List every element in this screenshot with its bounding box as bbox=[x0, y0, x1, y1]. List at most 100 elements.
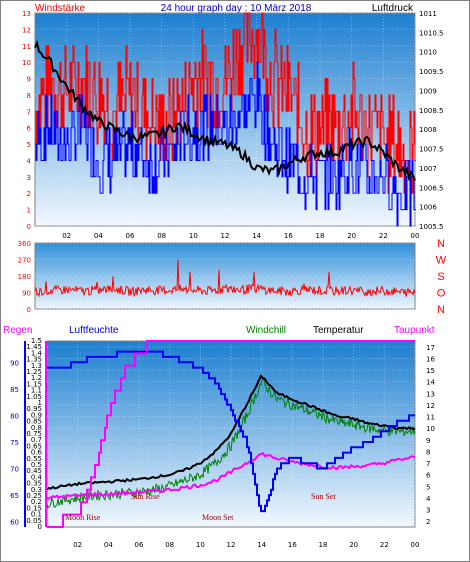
time-tick-label: 04 bbox=[94, 232, 103, 240]
humidity-tick-label: 90 bbox=[10, 359, 19, 367]
time-tick-label: 20 bbox=[349, 541, 358, 549]
humidity-tick-label: 85 bbox=[10, 386, 19, 394]
compass-label: O bbox=[437, 288, 446, 300]
wind-tick-label: 12 bbox=[22, 26, 31, 34]
rain-tick-label: 0.2 bbox=[31, 498, 42, 506]
annotation-sun-rise: Sun Rise bbox=[131, 492, 160, 501]
rain-line bbox=[47, 340, 415, 528]
pressure-tick-label: 1010 bbox=[419, 49, 437, 57]
rain-tick-label: 0.15 bbox=[26, 504, 42, 512]
humidity-line bbox=[47, 350, 415, 513]
temperature-tick-label: 3 bbox=[426, 507, 430, 515]
rain-tick-label: 1.3 bbox=[31, 362, 42, 370]
temperature-tick-label: 13 bbox=[426, 390, 435, 398]
direction-tick-label: 180 bbox=[18, 273, 31, 281]
time-tick-label: 12 bbox=[227, 541, 236, 549]
temperature-tick-label: 2 bbox=[426, 518, 430, 526]
pressure-tick-label: 1007 bbox=[419, 165, 437, 173]
humidity-tick-label: 70 bbox=[10, 466, 19, 474]
annotation-moon-rise: Moon Rise bbox=[65, 513, 101, 522]
time-tick-label: 14 bbox=[252, 232, 261, 240]
windchill-line bbox=[46, 377, 416, 509]
humidity-tick-label: 65 bbox=[10, 492, 19, 500]
humidity-tick-label: 75 bbox=[10, 439, 19, 447]
rain-tick-label: 1.1 bbox=[31, 387, 42, 395]
legend-taupunkt: Taupunkt bbox=[394, 325, 435, 336]
pressure-tick-label: 1006.5 bbox=[419, 184, 444, 192]
rain-tick-label: 0.45 bbox=[26, 467, 42, 475]
pressure-tick-label: 1005.5 bbox=[419, 223, 444, 231]
rain-tick-label: 1.4 bbox=[31, 349, 43, 357]
wind-tick-label: 0 bbox=[27, 223, 31, 231]
wind-direction-line bbox=[34, 259, 416, 298]
legend-luftfeuchte: Luftfeuchte bbox=[69, 325, 119, 336]
wind-average-line bbox=[35, 61, 416, 227]
temperature-tick-label: 5 bbox=[426, 483, 430, 491]
annotation-sun-set: Sun Set bbox=[311, 492, 336, 501]
legend-regen: Regen bbox=[3, 325, 32, 336]
rain-tick-label: 0.75 bbox=[26, 430, 42, 438]
temperature-tick-label: 14 bbox=[426, 379, 435, 387]
wind-tick-label: 8 bbox=[27, 92, 31, 100]
time-tick-label: 16 bbox=[284, 232, 293, 240]
rain-tick-label: 0.85 bbox=[26, 418, 42, 426]
time-tick-label: 06 bbox=[135, 541, 144, 549]
wind-tick-label: 2 bbox=[27, 190, 31, 198]
rain-tick-label: 0.35 bbox=[26, 480, 42, 488]
direction-tick-label: 270 bbox=[18, 257, 31, 265]
time-tick-label: 10 bbox=[189, 232, 198, 240]
time-tick-label: 02 bbox=[73, 541, 82, 549]
temperature-tick-label: 6 bbox=[426, 472, 431, 480]
time-tick-label: 08 bbox=[157, 232, 166, 240]
rain-tick-label: 1.05 bbox=[26, 393, 42, 401]
temperature-tick-label: 12 bbox=[426, 402, 435, 410]
chart-title-center: 24 hour graph day : 10 März 2018 bbox=[161, 3, 312, 14]
rain-axis-labels: 00.050.10.150.20.250.30.350.40.450.50.55… bbox=[26, 337, 42, 531]
rain-tick-label: 0 bbox=[38, 523, 42, 531]
temperature-tick-label: 7 bbox=[426, 460, 430, 468]
compass-label: W bbox=[436, 255, 447, 267]
rain-tick-label: 0.95 bbox=[26, 405, 42, 413]
temperature-tick-label: 17 bbox=[426, 344, 435, 352]
time-tick-label: 22 bbox=[380, 541, 389, 549]
time-tick-label: 22 bbox=[379, 232, 388, 240]
chart-title-right: Luftdruck bbox=[372, 3, 414, 14]
compass-label: N bbox=[437, 238, 445, 250]
wind-tick-label: 5 bbox=[27, 141, 31, 149]
temperature-line bbox=[46, 374, 416, 491]
rain-tick-label: 0.65 bbox=[26, 442, 42, 450]
wind-tick-label: 6 bbox=[27, 125, 32, 133]
pressure-axis-labels: 1005.5 1006 1006.5 1007 1007.5 1008 1008.5 1009… bbox=[419, 10, 444, 231]
rain-tick-label: 1.2 bbox=[31, 374, 42, 382]
direction-tick-label: 0 bbox=[27, 306, 31, 314]
rain-tick-label: 1.45 bbox=[26, 343, 42, 351]
rain-tick-label: 0.25 bbox=[26, 492, 42, 500]
rain-tick-label: 0.3 bbox=[31, 486, 42, 494]
rain-tick-label: 0.5 bbox=[31, 461, 42, 469]
temperature-series bbox=[46, 340, 416, 528]
wind-pressure-series bbox=[34, 12, 416, 227]
direction-tick-label: 360 bbox=[18, 240, 31, 248]
time-tick-label: 18 bbox=[316, 232, 325, 240]
wind-tick-label: 4 bbox=[27, 157, 32, 165]
pressure-tick-label: 1011 bbox=[419, 10, 437, 18]
pressure-line bbox=[34, 39, 416, 182]
time-tick-label: 18 bbox=[319, 541, 328, 549]
temperature-tick-label: 4 bbox=[426, 495, 431, 503]
time-tick-label: 00 bbox=[411, 232, 420, 240]
rain-tick-label: 0.1 bbox=[31, 511, 42, 519]
humidity-tick-label: 80 bbox=[10, 412, 19, 420]
wind-tick-label: 13 bbox=[22, 10, 31, 18]
wind-tick-label: 3 bbox=[27, 174, 31, 182]
time-tick-label: 00 bbox=[411, 541, 420, 549]
time-tick-label: 14 bbox=[257, 541, 266, 549]
rain-tick-label: 0.4 bbox=[31, 473, 43, 481]
pressure-tick-label: 1008 bbox=[419, 126, 437, 134]
humidity-tick-label: 60 bbox=[10, 519, 19, 527]
direction-tick-label: 90 bbox=[22, 290, 31, 298]
pressure-tick-label: 1008.5 bbox=[419, 107, 444, 115]
time-axis-bottom-labels: 02 04 06 08 10 12 14 16 18 20 22 00 bbox=[73, 541, 419, 549]
chart-title-left: Windstärke bbox=[35, 3, 85, 14]
